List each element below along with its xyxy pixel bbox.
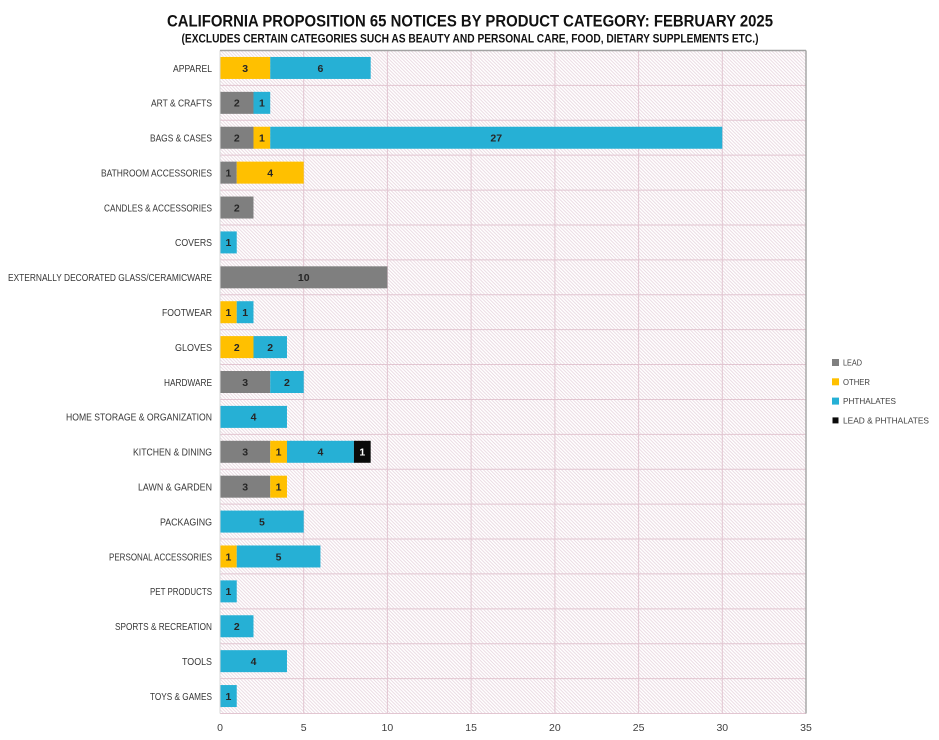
svg-text:1: 1 (225, 167, 231, 179)
svg-text:3: 3 (242, 447, 248, 459)
svg-text:BAGS & CASES: BAGS & CASES (150, 133, 212, 145)
svg-text:10: 10 (382, 722, 394, 734)
svg-text:1: 1 (359, 447, 365, 459)
svg-text:5: 5 (276, 551, 282, 563)
svg-text:1: 1 (225, 307, 231, 319)
svg-text:PACKAGING: PACKAGING (160, 516, 212, 528)
svg-text:BATHROOM ACCESSORIES: BATHROOM ACCESSORIES (101, 167, 212, 179)
svg-text:15: 15 (465, 722, 477, 734)
svg-text:4: 4 (318, 447, 324, 459)
svg-text:1: 1 (225, 551, 231, 563)
svg-text:1: 1 (225, 691, 231, 703)
svg-text:2: 2 (267, 342, 273, 354)
svg-text:1: 1 (276, 481, 282, 493)
svg-text:PHTHALATES: PHTHALATES (843, 396, 896, 406)
svg-text:2: 2 (284, 377, 290, 389)
svg-text:3: 3 (242, 377, 248, 389)
svg-text:PET PRODUCTS: PET PRODUCTS (150, 586, 212, 598)
svg-text:HOME STORAGE & ORGANIZATION: HOME STORAGE & ORGANIZATION (66, 412, 212, 424)
svg-text:FOOTWEAR: FOOTWEAR (162, 307, 212, 319)
svg-text:4: 4 (251, 656, 257, 668)
svg-text:2: 2 (234, 133, 240, 145)
svg-text:27: 27 (490, 133, 502, 145)
svg-text:EXTERNALLY DECORATED GLASS/CER: EXTERNALLY DECORATED GLASS/CERAMICWARE (8, 272, 212, 284)
svg-text:1: 1 (259, 133, 265, 145)
svg-text:20: 20 (549, 722, 561, 734)
svg-text:HARDWARE: HARDWARE (164, 377, 212, 389)
svg-text:6: 6 (318, 63, 324, 75)
svg-text:3: 3 (242, 481, 248, 493)
svg-text:0: 0 (217, 722, 223, 734)
svg-text:5: 5 (301, 722, 307, 734)
svg-text:2: 2 (234, 98, 240, 110)
svg-text:COVERS: COVERS (175, 237, 212, 249)
svg-text:1: 1 (276, 447, 282, 459)
svg-text:SPORTS & RECREATION: SPORTS & RECREATION (115, 621, 212, 633)
svg-text:TOYS & GAMES: TOYS & GAMES (150, 691, 212, 703)
svg-text:CALIFORNIA PROPOSITION 65 NOTI: CALIFORNIA PROPOSITION 65 NOTICES BY PRO… (167, 12, 773, 31)
svg-text:1: 1 (225, 237, 231, 249)
svg-text:LEAD: LEAD (843, 358, 862, 368)
svg-text:10: 10 (298, 272, 310, 284)
svg-text:35: 35 (800, 722, 812, 734)
svg-text:4: 4 (267, 167, 273, 179)
svg-text:TOOLS: TOOLS (182, 656, 212, 668)
svg-text:1: 1 (242, 307, 248, 319)
svg-text:GLOVES: GLOVES (175, 342, 212, 354)
svg-text:ART & CRAFTS: ART & CRAFTS (151, 98, 212, 110)
svg-text:(EXCLUDES CERTAIN CATEGORIES S: (EXCLUDES CERTAIN CATEGORIES SUCH AS BEA… (182, 31, 759, 45)
svg-text:5: 5 (259, 516, 265, 528)
svg-text:2: 2 (234, 202, 240, 214)
svg-text:LEAD & PHTHALATES: LEAD & PHTHALATES (843, 415, 929, 425)
svg-text:APPAREL: APPAREL (173, 63, 212, 75)
svg-text:25: 25 (633, 722, 645, 734)
svg-text:KITCHEN & DINING: KITCHEN & DINING (133, 447, 212, 459)
svg-text:CANDLES & ACCESSORIES: CANDLES & ACCESSORIES (104, 202, 212, 214)
svg-text:4: 4 (251, 412, 257, 424)
svg-text:LAWN & GARDEN: LAWN & GARDEN (138, 481, 212, 493)
svg-text:3: 3 (242, 63, 248, 75)
svg-text:1: 1 (225, 586, 231, 598)
svg-text:2: 2 (234, 342, 240, 354)
svg-text:PERSONAL ACCESSORIES: PERSONAL ACCESSORIES (109, 551, 212, 563)
svg-text:2: 2 (234, 621, 240, 633)
svg-text:30: 30 (716, 722, 728, 734)
svg-text:1: 1 (259, 98, 265, 110)
svg-text:OTHER: OTHER (843, 377, 870, 387)
